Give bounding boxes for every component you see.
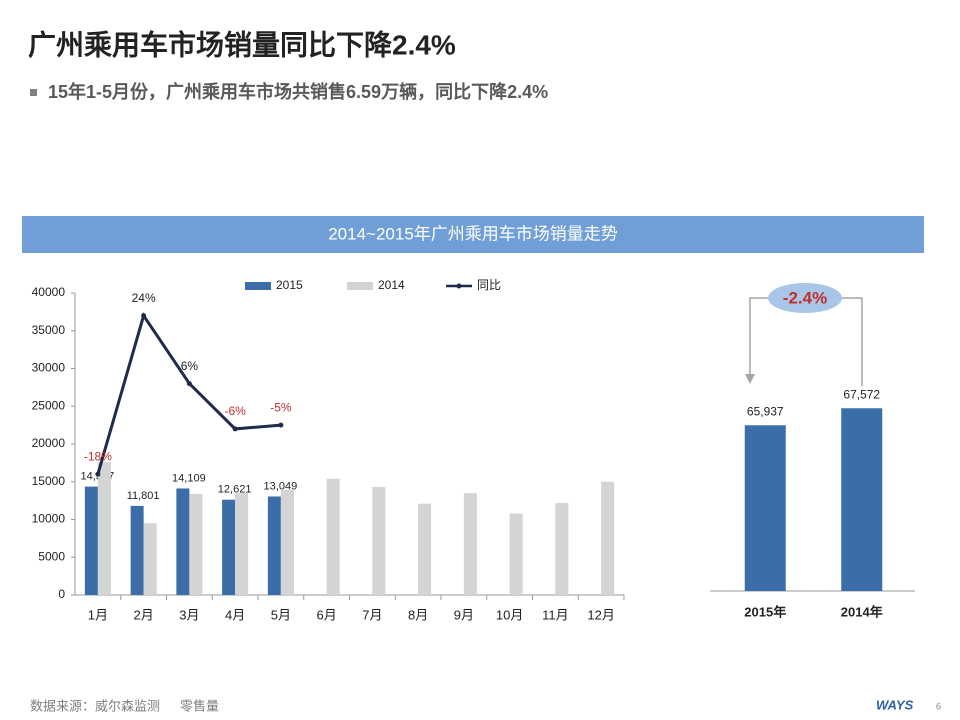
x-tick-label: 2014年: [841, 604, 883, 619]
footer-source: 数据来源：威尔森监测: [30, 698, 160, 713]
y-tick-label: 30000: [32, 361, 66, 375]
y-tick-label: 15000: [32, 474, 66, 488]
data-label: -6%: [224, 404, 246, 418]
bar: [418, 503, 432, 595]
data-label: 65,937: [747, 404, 784, 418]
data-label: 67,572: [843, 387, 880, 401]
y-tick-label: 40000: [32, 285, 66, 299]
x-tick-label: 4月: [225, 607, 245, 622]
bar: [97, 462, 111, 595]
y-tick-label: 0: [58, 587, 65, 601]
y-tick-label: 20000: [32, 436, 66, 450]
x-tick-label: 5月: [271, 607, 291, 622]
bar: [555, 502, 569, 595]
bar: [463, 493, 477, 595]
y-tick-label: 5000: [38, 549, 65, 563]
bullet-text: 15年1-5月份，广州乘用车市场共销售6.59万辆，同比下降2.4%: [48, 81, 548, 102]
x-tick-label: 1月: [88, 607, 108, 622]
x-tick-label: 3月: [179, 607, 199, 622]
line-marker: [141, 313, 147, 319]
legend-label: 2014: [378, 278, 405, 292]
bar: [84, 486, 98, 595]
bar: [130, 505, 144, 595]
bar: [601, 481, 615, 595]
x-tick-label: 7月: [362, 607, 382, 622]
y-tick-label: 25000: [32, 398, 66, 412]
x-tick-label: 6月: [317, 607, 337, 622]
bar: [176, 488, 190, 595]
bar: [744, 425, 786, 591]
x-tick-label: 2月: [134, 607, 154, 622]
data-label: -5%: [270, 400, 292, 414]
logo: WAYS: [876, 697, 914, 712]
bar: [189, 493, 203, 595]
banner-title: 2014~2015年广州乘用车市场销量走势: [328, 224, 618, 243]
bar: [235, 493, 249, 595]
legend-swatch: [245, 282, 271, 290]
line-marker: [232, 426, 238, 432]
y-tick-label: 10000: [32, 512, 66, 526]
legend-swatch: [347, 282, 373, 290]
line-marker: [278, 422, 284, 428]
banner: [22, 216, 924, 253]
bracket-right: [838, 297, 863, 386]
annotation-group: [745, 283, 863, 386]
data-label: 14,109: [172, 472, 206, 484]
bar: [280, 490, 294, 595]
legend-label: 同比: [477, 278, 501, 292]
bar: [372, 487, 386, 595]
bar: [509, 513, 523, 595]
page-number: 6: [936, 701, 941, 711]
footer-note: 零售量: [180, 698, 219, 713]
slide-title: 广州乘用车市场销量同比下降2.4%: [28, 28, 456, 60]
data-label: 12,621: [218, 484, 252, 496]
data-label: 13,049: [264, 480, 298, 492]
line-marker: [186, 381, 192, 387]
annotation-bubble: [768, 283, 842, 313]
legend-marker: [456, 283, 462, 289]
bullet-icon: [30, 89, 37, 96]
data-label: 6%: [181, 359, 199, 373]
bracket-left: [749, 297, 772, 380]
bar: [143, 523, 157, 595]
annotation: -2.4%: [783, 288, 827, 307]
x-tick-label: 10月: [496, 607, 523, 622]
bar: [267, 496, 281, 595]
x-tick-label: 12月: [587, 607, 614, 622]
bar: [841, 408, 883, 591]
arrow-head: [745, 374, 755, 384]
line: [96, 312, 281, 475]
legend-label: 2015: [276, 278, 303, 292]
data-label: 24%: [132, 291, 156, 305]
x-tick-label: 8月: [408, 607, 428, 622]
y-tick-label: 35000: [32, 323, 66, 337]
x-tick-label: 11月: [542, 607, 569, 622]
bar: [326, 478, 340, 595]
x-tick-label: 9月: [454, 607, 474, 622]
data-label: 11,801: [127, 490, 160, 502]
x-tick-label: 2015年: [744, 604, 786, 619]
bar: [222, 499, 236, 595]
line-marker: [95, 471, 101, 477]
data-label: -18%: [84, 449, 112, 463]
